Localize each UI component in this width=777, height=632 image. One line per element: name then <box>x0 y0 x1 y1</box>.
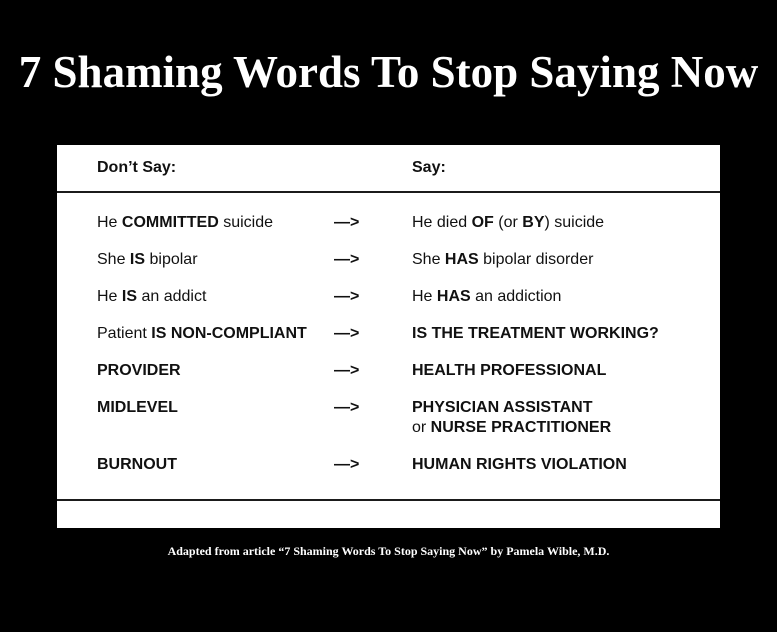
arrow-glyph: —> <box>334 251 360 268</box>
dont-say-cell: She IS bipolar <box>97 251 198 268</box>
dont-say-cell: He IS an addict <box>97 288 207 305</box>
arrow-glyph: —> <box>334 288 360 305</box>
slide-title: 7 Shaming Words To Stop Saying Now <box>18 47 759 97</box>
attribution-caption: Adapted from article “7 Shaming Words To… <box>167 544 610 558</box>
dont-say-column-header: Don’t Say: <box>97 159 177 176</box>
dont-say-cell: BURNOUT <box>97 456 177 473</box>
arrow-glyph: —> <box>334 399 360 416</box>
say-cell: He HAS an addiction <box>412 288 562 305</box>
arrow-glyph: —> <box>334 362 360 379</box>
table-row: He IS an addict —> He HAS an addiction <box>57 287 720 307</box>
slide: 7 Shaming Words To Stop Saying Now Don’t… <box>0 49 777 559</box>
say-cell: He died OF (or BY) suicide <box>412 214 605 231</box>
table-row: BURNOUT —> HUMAN RIGHTS VIOLATION <box>57 455 720 475</box>
table-body: He COMMITTED suicide —> He died OF (or BY)… <box>57 193 720 501</box>
arrow-glyph: —> <box>334 325 360 342</box>
table-row: She IS bipolar —> She HAS bipolar disorder <box>57 250 720 270</box>
say-column-header: Say: <box>412 159 446 176</box>
table-row: He COMMITTED suicide —> He died OF (or BY)… <box>57 213 720 233</box>
table-row: PROVIDER —> HEALTH PROFESSIONAL <box>57 361 720 381</box>
dont-say-cell: He COMMITTED suicide <box>97 214 274 231</box>
arrow-glyph: —> <box>334 214 360 231</box>
say-cell: PHYSICIAN ASSISTANT or NURSE PRACTITIONER <box>412 399 612 436</box>
say-cell: HEALTH PROFESSIONAL <box>412 362 607 379</box>
say-cell: HUMAN RIGHTS VIOLATION <box>412 456 627 473</box>
table-row: MIDLEVEL —> PHYSICIAN ASSISTANT or NURSE PR… <box>57 398 720 438</box>
arrow-glyph: —> <box>334 456 360 473</box>
dont-say-cell: PROVIDER <box>97 362 181 379</box>
dont-say-cell: MIDLEVEL <box>97 399 178 416</box>
say-cell: IS THE TREATMENT WORKING? <box>412 325 659 342</box>
dont-say-cell: Patient IS NON-COMPLIANT <box>97 325 307 342</box>
say-cell: She HAS bipolar disorder <box>412 251 594 268</box>
table-header: Don’t Say: Say: <box>57 145 720 193</box>
comparison-panel: Don’t Say: Say: He COMMITTED suicide —> He… <box>57 145 720 528</box>
table-row: Patient IS NON-COMPLIANT —> IS THE TREATME… <box>57 324 720 344</box>
